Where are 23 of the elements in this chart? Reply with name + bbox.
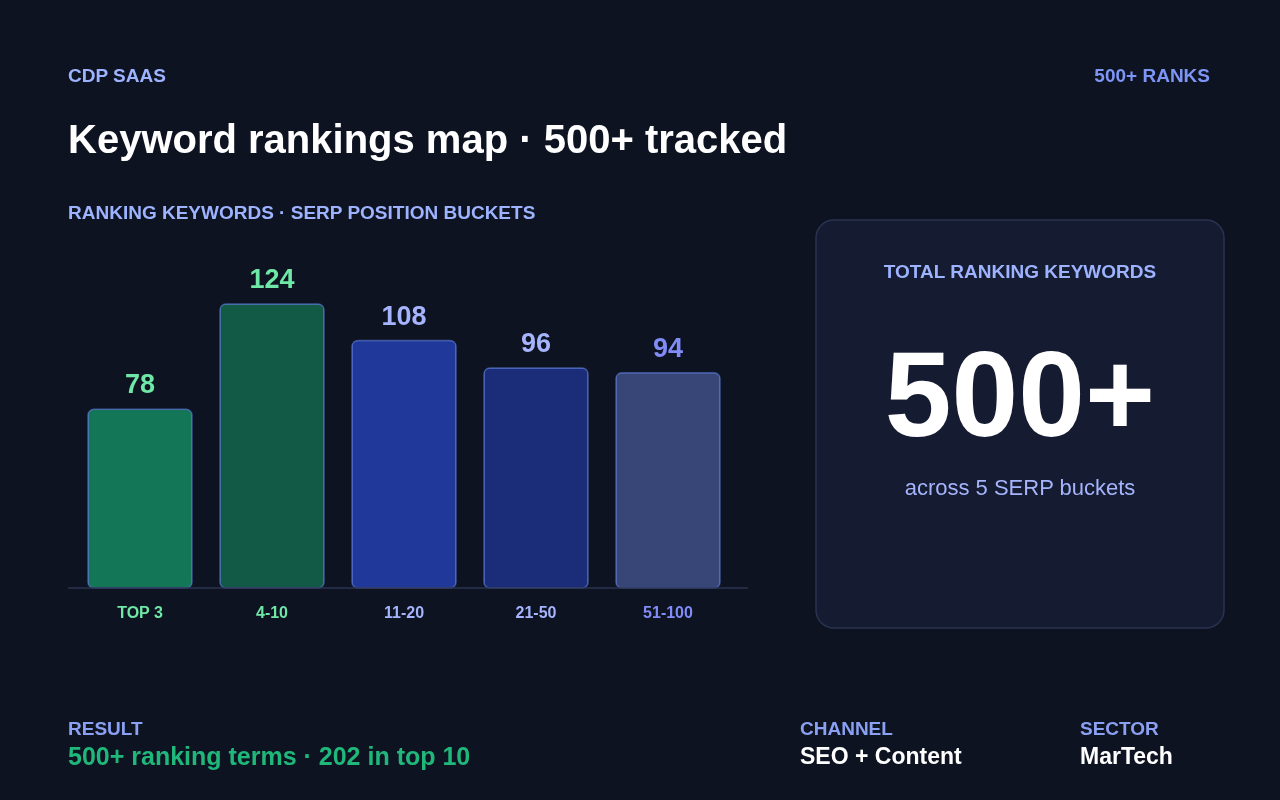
text: across 5 SERP buckets: [904, 475, 1136, 500]
data-label: 94: [652, 332, 684, 363]
text: CHANNEL: [800, 718, 894, 739]
data-label: 108: [381, 300, 427, 331]
text: RESULT: [68, 718, 143, 739]
x-tick-label: 21-50: [515, 604, 557, 621]
text: SECTOR: [1080, 718, 1160, 739]
data-label: 96: [520, 328, 552, 359]
text: MarTech: [1080, 743, 1173, 769]
x-tick-label: 11-20: [383, 604, 425, 621]
text: TOTAL RANKING KEYWORDS: [883, 261, 1157, 282]
x-tick-label: 4-10: [255, 604, 289, 621]
text: 500+ ranking terms · 202 in top 10: [68, 742, 471, 770]
chart-subtitle: RANKING KEYWORDS · SERP POSITION BUCKETS: [68, 202, 536, 223]
x-tick-label: 51-100: [643, 604, 694, 621]
text: CDP SAAS: [68, 65, 166, 86]
text: SEO + Content: [800, 743, 962, 769]
data-label: 124: [249, 263, 295, 294]
text: 500+: [884, 327, 1156, 461]
chart-title: Keyword rankings map · 500+ tracked: [68, 117, 788, 161]
x-tick-label: TOP 3: [117, 604, 163, 621]
data-label: 78: [124, 369, 156, 400]
text: 500+ RANKS: [1094, 65, 1210, 86]
